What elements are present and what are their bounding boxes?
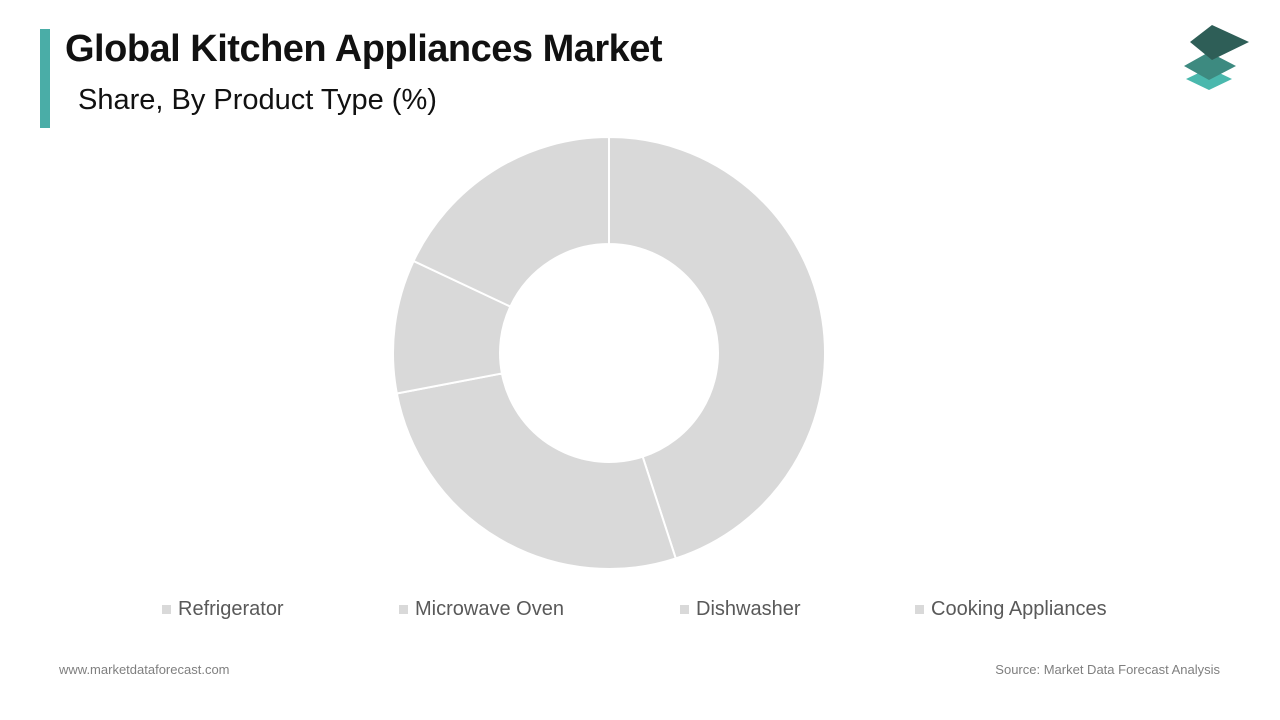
legend-swatch <box>915 604 924 614</box>
legend-swatch <box>399 604 408 614</box>
legend-item: Cooking Appliances <box>915 597 1107 621</box>
footer-website: www.marketdataforecast.com <box>59 662 230 677</box>
donut-slice-cooking-appliances <box>412 135 610 308</box>
title-accent-bar <box>40 29 50 128</box>
legend-item: Refrigerator <box>162 597 284 621</box>
donut-slice-refrigerator <box>608 135 826 560</box>
legend-label: Dishwasher <box>696 597 801 620</box>
legend-label: Refrigerator <box>178 597 284 620</box>
legend-item: Dishwasher <box>680 597 800 621</box>
legend-item: Microwave Oven <box>399 597 564 621</box>
stacked-layers-icon <box>1184 25 1249 90</box>
footer-source: Source: Market Data Forecast Analysis <box>995 662 1220 677</box>
legend-label: Cooking Appliances <box>931 597 1107 620</box>
logo-layer-middle <box>1184 52 1236 80</box>
legend-swatch <box>680 604 689 614</box>
logo-layer-top <box>1190 25 1249 60</box>
legend-label: Microwave Oven <box>415 597 564 620</box>
legend-swatch <box>162 604 171 614</box>
donut-slice-microwave-oven <box>395 372 678 570</box>
chart-title: Global Kitchen Appliances Market <box>65 28 663 70</box>
chart-subtitle: Share, By Product Type (%) <box>78 84 437 116</box>
